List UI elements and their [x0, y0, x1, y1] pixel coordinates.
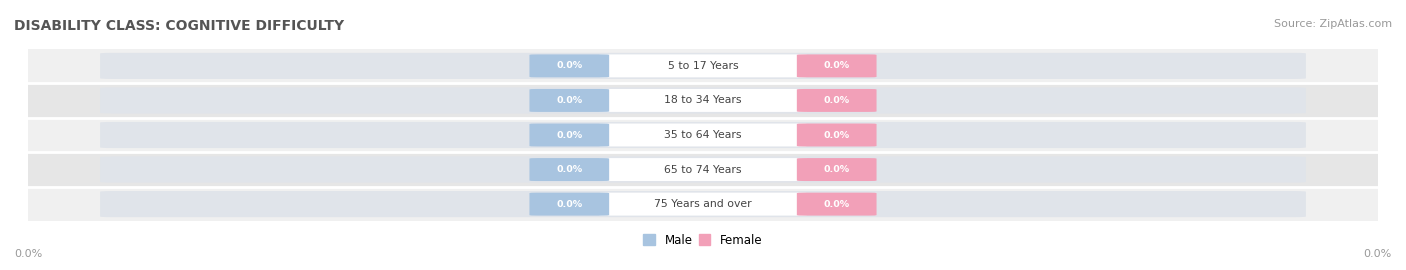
- Text: 0.0%: 0.0%: [557, 61, 582, 70]
- FancyBboxPatch shape: [530, 89, 609, 112]
- Text: 0.0%: 0.0%: [824, 200, 849, 209]
- Text: 0.0%: 0.0%: [557, 200, 582, 209]
- Text: 0.0%: 0.0%: [557, 96, 582, 105]
- Text: 0.0%: 0.0%: [557, 165, 582, 174]
- FancyBboxPatch shape: [797, 89, 876, 112]
- Text: 35 to 64 Years: 35 to 64 Years: [664, 130, 742, 140]
- FancyBboxPatch shape: [599, 55, 807, 77]
- Text: 0.0%: 0.0%: [824, 96, 849, 105]
- FancyBboxPatch shape: [599, 193, 807, 215]
- FancyBboxPatch shape: [797, 55, 876, 77]
- Bar: [28, 83, 1378, 118]
- Text: 0.0%: 0.0%: [14, 249, 42, 259]
- Text: 5 to 17 Years: 5 to 17 Years: [668, 61, 738, 71]
- Text: 65 to 74 Years: 65 to 74 Years: [664, 164, 742, 175]
- FancyBboxPatch shape: [797, 193, 876, 215]
- Bar: [28, 152, 1378, 187]
- Text: 0.0%: 0.0%: [824, 61, 849, 70]
- Text: 0.0%: 0.0%: [557, 130, 582, 140]
- Bar: [28, 49, 1378, 83]
- FancyBboxPatch shape: [100, 53, 1306, 79]
- FancyBboxPatch shape: [530, 124, 609, 146]
- FancyBboxPatch shape: [100, 157, 1306, 183]
- Text: DISABILITY CLASS: COGNITIVE DIFFICULTY: DISABILITY CLASS: COGNITIVE DIFFICULTY: [14, 19, 344, 33]
- Text: 0.0%: 0.0%: [824, 130, 849, 140]
- Legend: Male, Female: Male, Female: [644, 234, 762, 247]
- FancyBboxPatch shape: [100, 87, 1306, 113]
- FancyBboxPatch shape: [100, 191, 1306, 217]
- Text: 75 Years and over: 75 Years and over: [654, 199, 752, 209]
- FancyBboxPatch shape: [599, 158, 807, 181]
- Text: 0.0%: 0.0%: [824, 165, 849, 174]
- FancyBboxPatch shape: [530, 193, 609, 215]
- Text: 0.0%: 0.0%: [1364, 249, 1392, 259]
- Text: Source: ZipAtlas.com: Source: ZipAtlas.com: [1274, 19, 1392, 29]
- FancyBboxPatch shape: [530, 55, 609, 77]
- Bar: [28, 118, 1378, 152]
- FancyBboxPatch shape: [100, 122, 1306, 148]
- FancyBboxPatch shape: [797, 124, 876, 146]
- FancyBboxPatch shape: [530, 158, 609, 181]
- Bar: [28, 187, 1378, 221]
- FancyBboxPatch shape: [797, 158, 876, 181]
- FancyBboxPatch shape: [599, 124, 807, 146]
- FancyBboxPatch shape: [599, 89, 807, 112]
- Text: 18 to 34 Years: 18 to 34 Years: [664, 95, 742, 106]
